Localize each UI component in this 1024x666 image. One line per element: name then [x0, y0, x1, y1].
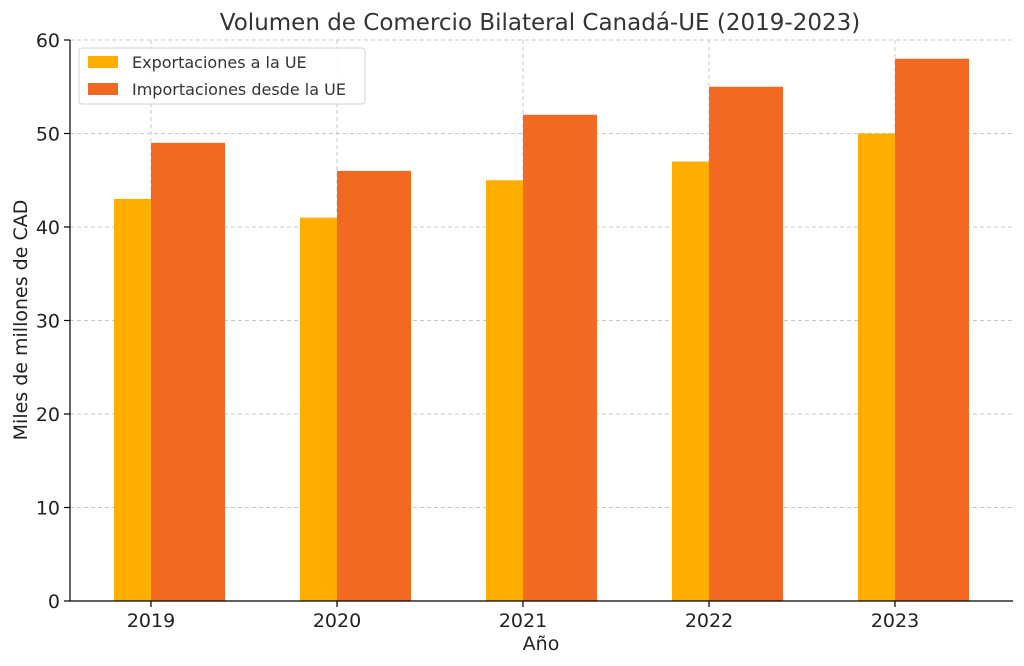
y-tick-label: 60 — [36, 30, 60, 52]
bar-imports-2019 — [151, 142, 225, 601]
legend-frame — [78, 47, 366, 105]
x-axis-ticks: 2019 2020 2021 2022 2023 — [127, 601, 919, 632]
bar-imports-2023 — [895, 58, 969, 601]
y-tick-label: 20 — [36, 404, 60, 426]
x-tick-label: 2019 — [127, 610, 175, 632]
legend: Exportaciones a la UE Importaciones desd… — [78, 47, 366, 105]
x-tick-label: 2021 — [499, 610, 547, 632]
bars — [114, 58, 969, 602]
bar-imports-2020 — [337, 170, 411, 601]
y-tick-label: 30 — [36, 311, 60, 333]
bar-exports-2019 — [114, 198, 151, 601]
bar-exports-2022 — [672, 161, 709, 602]
y-tick-label: 10 — [36, 498, 60, 520]
bar-exports-2023 — [858, 133, 895, 601]
y-axis-ticks: 0 10 20 30 40 50 60 — [36, 30, 70, 613]
legend-label-exports: Exportaciones a la UE — [132, 53, 307, 72]
legend-swatch-imports — [88, 83, 118, 95]
y-tick-label: 50 — [36, 124, 60, 146]
x-axis-label: Año — [523, 633, 560, 655]
legend-swatch-exports — [88, 56, 118, 68]
bar-exports-2021 — [486, 180, 523, 601]
x-tick-label: 2023 — [871, 610, 919, 632]
x-tick-label: 2022 — [685, 610, 733, 632]
y-axis-label: Miles de millones de CAD — [10, 200, 32, 441]
y-tick-label: 40 — [36, 217, 60, 239]
bar-imports-2021 — [523, 114, 597, 602]
bar-imports-2022 — [709, 86, 783, 601]
chart-title: Volumen de Comercio Bilateral Canadá-UE … — [220, 10, 860, 36]
x-tick-label: 2020 — [313, 610, 361, 632]
bar-exports-2020 — [300, 217, 337, 601]
legend-label-imports: Importaciones desde la UE — [132, 80, 346, 99]
y-tick-label: 0 — [48, 591, 60, 613]
